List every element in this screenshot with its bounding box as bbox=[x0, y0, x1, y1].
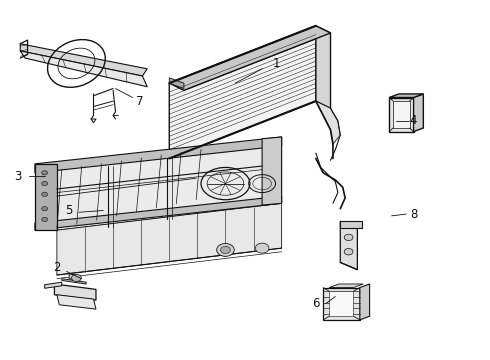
Polygon shape bbox=[340, 221, 362, 228]
Polygon shape bbox=[35, 164, 57, 230]
Text: 4: 4 bbox=[410, 114, 417, 127]
Text: 6: 6 bbox=[312, 297, 319, 310]
Polygon shape bbox=[329, 291, 353, 316]
Polygon shape bbox=[62, 279, 86, 284]
Polygon shape bbox=[169, 78, 184, 89]
Polygon shape bbox=[169, 26, 331, 90]
Circle shape bbox=[42, 181, 48, 186]
Polygon shape bbox=[35, 196, 282, 230]
Text: 2: 2 bbox=[53, 261, 61, 274]
Circle shape bbox=[220, 246, 230, 253]
Polygon shape bbox=[262, 137, 282, 205]
Polygon shape bbox=[323, 288, 360, 320]
Circle shape bbox=[42, 217, 48, 222]
Text: 1: 1 bbox=[273, 57, 280, 70]
Polygon shape bbox=[57, 295, 96, 309]
Polygon shape bbox=[45, 282, 62, 288]
Text: 3: 3 bbox=[14, 170, 22, 183]
Text: 5: 5 bbox=[65, 204, 73, 217]
Circle shape bbox=[255, 243, 269, 253]
Polygon shape bbox=[414, 94, 423, 132]
Circle shape bbox=[42, 192, 48, 197]
Polygon shape bbox=[57, 203, 282, 275]
Circle shape bbox=[72, 274, 81, 282]
Polygon shape bbox=[340, 221, 357, 270]
Polygon shape bbox=[316, 101, 340, 144]
Polygon shape bbox=[389, 94, 423, 98]
Circle shape bbox=[344, 248, 353, 255]
Polygon shape bbox=[329, 284, 363, 288]
Polygon shape bbox=[169, 26, 316, 158]
Polygon shape bbox=[20, 44, 147, 76]
Polygon shape bbox=[54, 284, 96, 300]
Polygon shape bbox=[360, 284, 369, 320]
Circle shape bbox=[344, 234, 353, 240]
Text: 8: 8 bbox=[410, 208, 417, 221]
Polygon shape bbox=[69, 274, 76, 280]
Polygon shape bbox=[389, 98, 414, 132]
Circle shape bbox=[42, 171, 48, 175]
Text: 7: 7 bbox=[136, 95, 144, 108]
Polygon shape bbox=[35, 137, 282, 173]
Polygon shape bbox=[393, 101, 410, 128]
Polygon shape bbox=[316, 26, 331, 108]
Polygon shape bbox=[20, 51, 147, 87]
Circle shape bbox=[217, 243, 234, 256]
Circle shape bbox=[42, 207, 48, 211]
Polygon shape bbox=[57, 139, 282, 230]
